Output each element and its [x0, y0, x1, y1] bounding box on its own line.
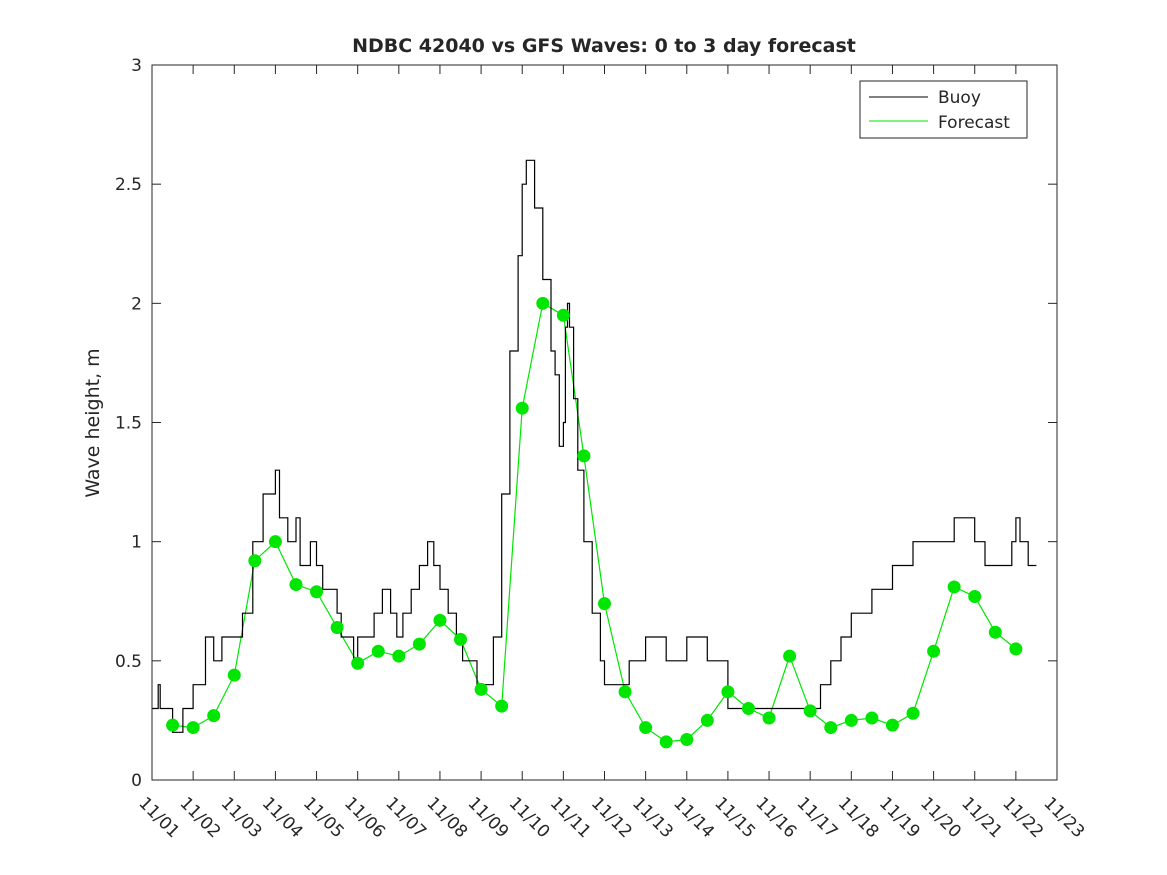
forecast-markers	[166, 296, 1023, 749]
forecast-marker	[741, 702, 755, 715]
forecast-marker	[680, 732, 694, 746]
forecast-marker	[1009, 642, 1023, 656]
forecast-marker	[598, 597, 611, 611]
y-tick-label: 2	[131, 294, 142, 314]
forecast-marker	[207, 709, 221, 723]
y-tick-label: 0.5	[115, 652, 142, 672]
forecast-marker	[248, 554, 262, 568]
y-tick-labels: 0 0.5 1 1.5 2 2.5 3	[115, 56, 142, 791]
legend-forecast-label: Forecast	[938, 113, 1010, 133]
forecast-marker	[371, 644, 385, 658]
forecast-marker	[865, 711, 879, 725]
forecast-marker	[289, 578, 303, 592]
forecast-marker	[824, 721, 838, 735]
forecast-marker	[968, 589, 982, 603]
forecast-marker	[454, 632, 468, 646]
forecast-marker	[721, 685, 735, 699]
forecast-marker	[659, 735, 673, 749]
y-tick-label: 1	[131, 533, 142, 553]
forecast-marker	[166, 718, 180, 732]
y-tick-label: 0	[131, 771, 142, 791]
forecast-marker	[392, 649, 406, 663]
buoy-series	[152, 159, 1037, 733]
forecast-marker	[515, 401, 529, 415]
buoy-line	[152, 159, 1037, 733]
chart-title: NDBC 42040 vs GFS Waves: 0 to 3 day fore…	[352, 35, 856, 57]
y-axis-label: Wave height, m	[82, 348, 104, 497]
forecast-marker	[330, 620, 344, 634]
y-tick-label: 2.5	[115, 175, 142, 195]
forecast-marker	[906, 706, 920, 720]
y-tick-label: 1.5	[115, 414, 142, 434]
forecast-marker	[310, 585, 324, 599]
forecast-marker	[947, 580, 961, 594]
y-tick-label: 3	[131, 56, 142, 76]
forecast-marker	[351, 656, 365, 670]
forecast-marker	[783, 649, 797, 663]
legend: Buoy Forecast	[859, 80, 1028, 139]
forecast-marker	[927, 644, 941, 658]
forecast-marker	[844, 713, 858, 727]
forecast-marker	[700, 713, 714, 727]
forecast-marker	[618, 685, 632, 699]
forecast-marker	[268, 535, 282, 549]
forecast-marker	[433, 613, 447, 627]
forecast-marker	[577, 449, 591, 463]
forecast-marker	[474, 682, 488, 696]
forecast-marker	[762, 711, 776, 725]
legend-box	[859, 80, 1028, 139]
forecast-marker	[556, 308, 570, 322]
forecast-marker	[495, 699, 509, 713]
forecast-marker	[803, 704, 817, 718]
forecast-marker	[885, 718, 899, 732]
forecast-marker	[186, 721, 200, 735]
legend-buoy-label: Buoy	[938, 88, 981, 108]
forecast-marker	[536, 296, 550, 310]
forecast-marker	[227, 668, 241, 682]
forecast-marker	[988, 625, 1002, 639]
forecast-marker	[412, 637, 426, 651]
forecast-marker	[639, 721, 653, 735]
axis-ticks	[151, 64, 1058, 781]
